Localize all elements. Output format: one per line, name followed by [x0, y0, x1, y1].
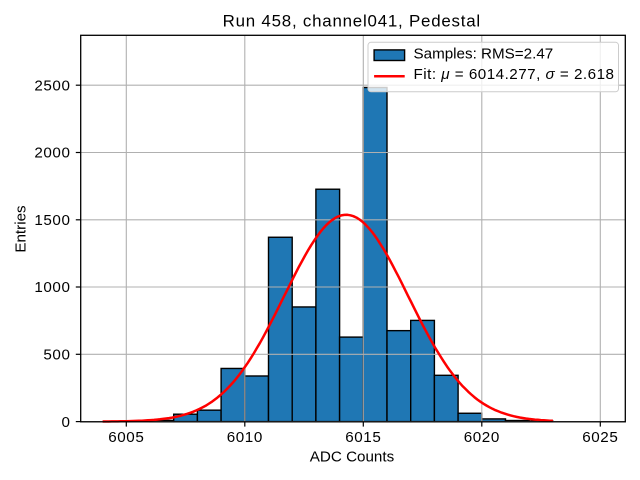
svg-text:2500: 2500 [34, 77, 70, 94]
svg-text:6010: 6010 [227, 429, 263, 446]
svg-text:2000: 2000 [34, 145, 70, 162]
svg-text:6015: 6015 [345, 429, 381, 446]
svg-text:0: 0 [61, 414, 70, 431]
svg-text:Samples: RMS=2.47: Samples: RMS=2.47 [414, 46, 554, 63]
svg-text:Entries: Entries [13, 205, 30, 253]
svg-text:6020: 6020 [464, 429, 500, 446]
svg-text:Fit: μ = 6014.277, σ = 2.618: Fit: μ = 6014.277, σ = 2.618 [414, 66, 615, 83]
svg-text:500: 500 [43, 347, 70, 364]
svg-text:1000: 1000 [34, 279, 70, 296]
svg-text:Run 458, channel041, Pedestal: Run 458, channel041, Pedestal [223, 12, 481, 31]
svg-text:6025: 6025 [582, 429, 618, 446]
svg-text:6005: 6005 [108, 429, 144, 446]
svg-text:ADC Counts: ADC Counts [310, 449, 395, 466]
svg-text:1500: 1500 [34, 212, 70, 229]
